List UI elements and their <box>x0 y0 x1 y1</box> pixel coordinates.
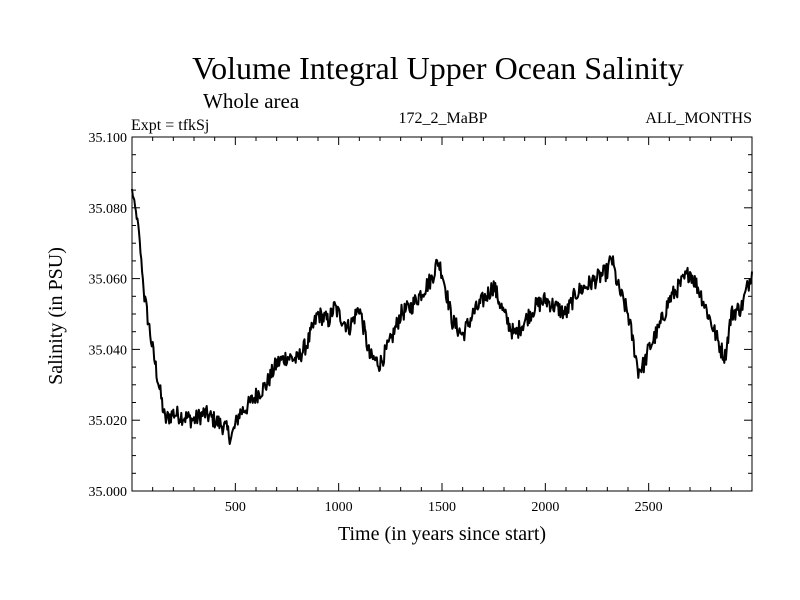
x-tick-label: 2000 <box>531 500 559 515</box>
salinity-series-line <box>131 188 753 445</box>
x-axis-label: Time (in years since start) <box>338 523 546 545</box>
y-tick-label: 35.000 <box>89 485 128 500</box>
y-axis: 35.000 35.020 35.040 35.060 35.080 35.100 <box>89 131 752 500</box>
expt-label: Expt = tfkSj <box>131 117 209 134</box>
run-label: 172_2_MaBP <box>399 110 488 127</box>
plot-frame <box>131 136 753 492</box>
months-label: ALL_MONTHS <box>645 110 752 127</box>
y-tick-label: 35.100 <box>89 131 128 146</box>
chart-subtitle: Whole area <box>203 89 300 113</box>
y-tick-label: 35.080 <box>89 202 128 217</box>
y-tick-label: 35.060 <box>89 273 128 288</box>
x-tick-label: 1500 <box>428 500 456 515</box>
chart-title: Volume Integral Upper Ocean Salinity <box>192 50 684 86</box>
x-tick-label: 500 <box>225 500 246 515</box>
y-axis-label: Salinity (in PSU) <box>45 247 67 385</box>
x-tick-label: 1000 <box>325 500 353 515</box>
x-tick-label: 2500 <box>635 500 663 515</box>
y-tick-label: 35.040 <box>89 343 128 358</box>
x-axis: 500 1000 1500 2000 2500 <box>152 137 732 515</box>
y-tick-label: 35.020 <box>89 414 128 429</box>
